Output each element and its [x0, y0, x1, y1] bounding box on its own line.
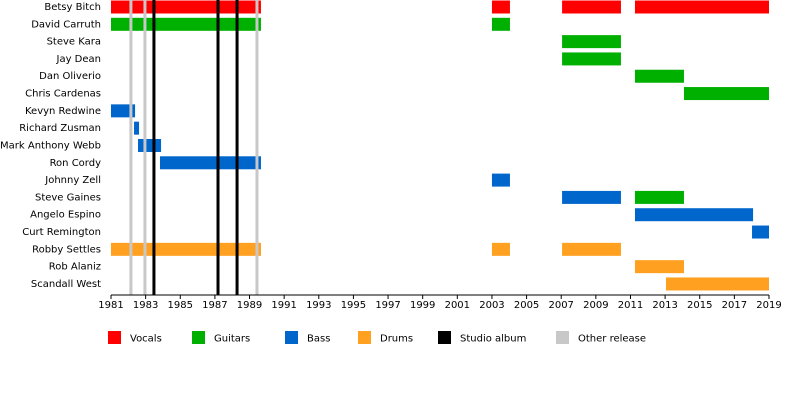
member-label: Jay Dean — [56, 54, 102, 65]
member-bar — [562, 35, 621, 49]
legend-label: Guitars — [214, 334, 250, 345]
legend-swatch — [556, 331, 569, 344]
x-tick-label: 2013 — [652, 300, 677, 311]
member-bar — [683, 87, 769, 101]
member-bar — [111, 104, 136, 118]
legend-label: Other release — [578, 334, 646, 345]
legend-swatch — [108, 331, 121, 344]
x-tick-label: 2017 — [722, 300, 747, 311]
member-bar — [138, 138, 162, 152]
member-label: David Carruth — [31, 19, 101, 30]
x-tick-label: 1997 — [375, 300, 400, 311]
member-label: Rob Alaniz — [49, 262, 101, 273]
member-bar — [562, 0, 621, 14]
legend-swatch — [192, 331, 205, 344]
member-bar — [634, 69, 684, 83]
x-tick-label: 2007 — [548, 300, 573, 311]
member-bar — [111, 17, 261, 31]
member-label: Ron Cordy — [50, 158, 102, 169]
member-bar — [111, 242, 261, 256]
x-tick-label: 1991 — [271, 300, 296, 311]
x-tick-label: 2019 — [756, 300, 781, 311]
legend-label: Drums — [380, 334, 413, 345]
member-bar — [562, 190, 621, 204]
member-label: Curt Remington — [22, 227, 101, 238]
x-tick-label: 2011 — [618, 300, 643, 311]
member-label: Johnny Zell — [44, 175, 101, 186]
member-bar — [634, 260, 684, 274]
member-label: Betsy Bitch — [44, 2, 101, 13]
member-bar — [634, 0, 769, 14]
member-label: Dan Oliverio — [39, 71, 101, 82]
member-bar — [752, 225, 769, 239]
x-tick-label: 2015 — [687, 300, 712, 311]
x-tick-label: 1987 — [202, 300, 227, 311]
member-label: Angelo Espino — [30, 210, 101, 221]
legend-swatch — [438, 331, 451, 344]
member-label: Chris Cardenas — [25, 89, 101, 100]
x-tick-label: 1983 — [133, 300, 158, 311]
legend-swatch — [358, 331, 371, 344]
legend-label: Vocals — [130, 334, 162, 345]
member-bar — [491, 17, 510, 31]
member-label: Steve Kara — [47, 37, 101, 48]
legend-swatch — [285, 331, 298, 344]
legend-label: Studio album — [460, 334, 526, 345]
member-bar — [491, 0, 510, 14]
member-bar — [134, 121, 140, 135]
x-tick-label: 1999 — [410, 300, 435, 311]
member-label: Richard Zusman — [19, 123, 101, 134]
x-tick-label: 1989 — [237, 300, 262, 311]
member-label: Mark Anthony Webb — [0, 140, 101, 151]
member-bar — [665, 277, 769, 291]
x-tick-label: 1993 — [306, 300, 331, 311]
member-label: Scandall West — [31, 279, 101, 290]
member-bar — [160, 156, 261, 170]
member-label: Steve Gaines — [35, 192, 101, 203]
x-tick-label: 1995 — [341, 300, 366, 311]
x-tick-label: 2003 — [479, 300, 504, 311]
member-label: Robby Settles — [32, 244, 101, 255]
member-bar — [562, 242, 621, 256]
legend-label: Bass — [307, 334, 330, 345]
member-bar — [634, 208, 754, 222]
x-tick-label: 2001 — [445, 300, 470, 311]
member-bar — [634, 190, 684, 204]
x-tick-label: 2005 — [514, 300, 539, 311]
member-label: Kevyn Redwine — [25, 106, 101, 117]
x-tick-label: 1981 — [98, 300, 123, 311]
member-bar — [111, 0, 261, 14]
member-bar — [562, 52, 621, 66]
member-bar — [491, 173, 510, 187]
x-tick-label: 2009 — [583, 300, 608, 311]
member-bar — [491, 242, 510, 256]
x-tick-label: 1985 — [168, 300, 193, 311]
